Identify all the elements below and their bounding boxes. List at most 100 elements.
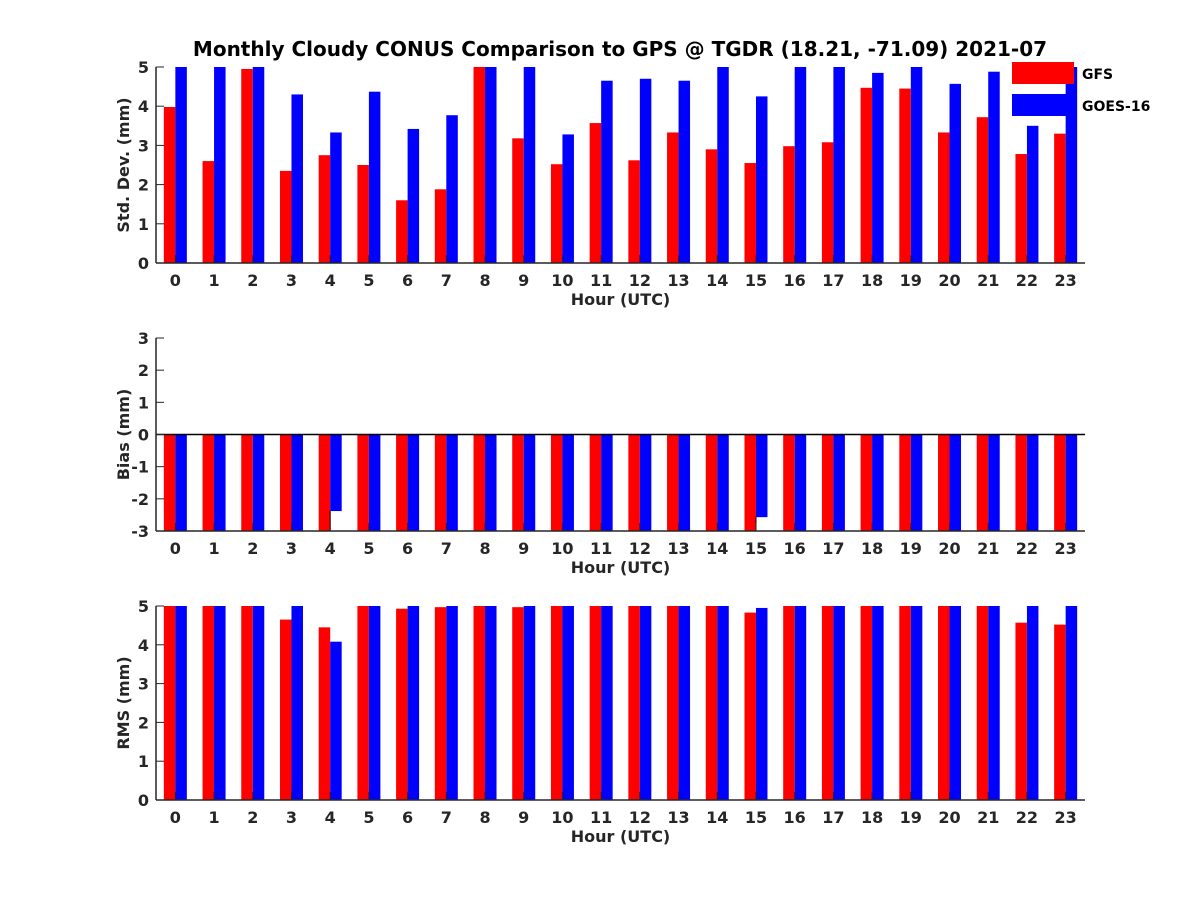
bar-3-goes-16-7 [446, 606, 458, 800]
bar-2-gfs-7 [434, 434, 447, 531]
bar-1-goes-16-13 [678, 80, 691, 263]
bar-1-goes-16-16 [794, 67, 807, 263]
y-axis-label-3: RMS (mm) [114, 656, 133, 749]
x-tick-label-1: 6 [402, 271, 413, 290]
x-tick-label-2: 19 [900, 539, 922, 558]
bar-3-goes-16-16 [794, 606, 807, 800]
bar-3-gfs-3 [279, 619, 292, 800]
bar-1-gfs-15 [744, 163, 756, 263]
x-tick-label-2: 21 [977, 539, 999, 558]
bar-1-goes-16-5 [368, 91, 381, 263]
chart-title: Monthly Cloudy CONUS Comparison to GPS @… [193, 37, 1047, 61]
bar-2-goes-16-12 [639, 434, 652, 531]
x-tick-label-1: 22 [1016, 271, 1038, 290]
bar-1-gfs-5 [357, 165, 369, 263]
x-tick-label-1: 17 [822, 271, 844, 290]
x-tick-label-3: 17 [822, 808, 844, 827]
bar-3-gfs-12 [628, 606, 640, 800]
x-axis-label-2: Hour (UTC) [571, 558, 671, 577]
bar-2-gfs-22 [1015, 434, 1027, 531]
bar-3-gfs-4 [318, 627, 331, 800]
x-tick-label-2: 22 [1016, 539, 1038, 558]
bar-3-goes-16-14 [717, 606, 729, 800]
y-tick-label-2: 0 [138, 426, 149, 445]
bar-3-goes-16-21 [988, 606, 1000, 800]
bar-2-gfs-20 [938, 434, 950, 531]
bar-3-goes-16-17 [833, 606, 845, 800]
bar-2-gfs-9 [512, 434, 524, 531]
bar-2-goes-16-6 [407, 434, 420, 531]
x-tick-label-1: 18 [861, 271, 883, 290]
bar-2-gfs-2 [241, 434, 253, 531]
bar-3-goes-16-9 [523, 606, 536, 800]
bar-1-gfs-8 [473, 67, 486, 263]
y-tick-label-3: 3 [138, 675, 149, 694]
bar-3-goes-16-13 [678, 606, 691, 800]
bar-2-goes-16-17 [833, 434, 845, 531]
y-tick-label-3: 4 [138, 636, 149, 655]
x-tick-label-1: 1 [208, 271, 219, 290]
bar-2-goes-16-1 [214, 434, 226, 531]
x-tick-label-3: 18 [861, 808, 883, 827]
y-tick-label-3: 1 [138, 752, 149, 771]
bar-1-goes-16-19 [910, 67, 923, 263]
bar-2-goes-16-7 [446, 434, 458, 531]
bar-3-gfs-21 [976, 606, 989, 800]
bar-2-goes-16-2 [252, 434, 265, 531]
y-tick-label-3: 2 [138, 713, 149, 732]
bar-3-goes-16-23 [1065, 606, 1078, 800]
bar-1-goes-16-20 [949, 83, 962, 263]
x-tick-label-1: 5 [363, 271, 374, 290]
bar-3-gfs-20 [938, 606, 950, 800]
bar-3-goes-16-5 [368, 606, 381, 800]
bar-1-gfs-2 [241, 68, 253, 264]
x-tick-label-3: 11 [590, 808, 612, 827]
bar-3-gfs-11 [589, 606, 602, 800]
bar-3-goes-16-4 [330, 641, 342, 800]
x-tick-label-2: 16 [784, 539, 806, 558]
x-axis-label-3: Hour (UTC) [571, 827, 671, 846]
bar-1-gfs-23 [1054, 133, 1066, 263]
bar-2-goes-16-11 [601, 434, 613, 531]
bar-1-gfs-17 [821, 142, 834, 263]
bar-1-goes-16-11 [601, 80, 613, 263]
bar-1-gfs-11 [589, 123, 602, 263]
bar-2-gfs-4 [318, 434, 331, 531]
bar-1-gfs-14 [705, 149, 718, 263]
bar-3-goes-16-10 [562, 606, 574, 800]
x-tick-label-1: 11 [590, 271, 612, 290]
bar-2-goes-16-23 [1065, 434, 1078, 531]
x-tick-label-2: 8 [479, 539, 490, 558]
x-tick-label-1: 3 [286, 271, 297, 290]
bar-1-gfs-21 [976, 117, 989, 264]
x-tick-label-3: 2 [247, 808, 258, 827]
bar-3-goes-16-19 [910, 606, 923, 800]
bar-3-gfs-10 [550, 606, 563, 800]
bar-1-goes-16-0 [175, 67, 187, 263]
y-tick-label-2: -2 [131, 490, 149, 509]
bar-1-gfs-22 [1015, 154, 1027, 263]
bar-1-goes-16-4 [330, 132, 342, 263]
bar-1-gfs-1 [202, 161, 215, 263]
x-tick-label-2: 3 [286, 539, 297, 558]
bar-1-gfs-4 [318, 155, 331, 263]
legend-swatch-goes-16 [1012, 94, 1074, 116]
x-tick-label-1: 16 [784, 271, 806, 290]
bar-3-goes-16-3 [291, 606, 303, 800]
x-tick-label-3: 6 [402, 808, 413, 827]
x-tick-label-2: 17 [822, 539, 844, 558]
bar-2-gfs-16 [783, 434, 795, 531]
bar-3-goes-16-8 [485, 606, 497, 800]
x-tick-label-2: 7 [441, 539, 452, 558]
x-tick-label-3: 9 [518, 808, 529, 827]
bar-1-gfs-19 [899, 88, 911, 263]
x-tick-label-2: 4 [325, 539, 336, 558]
y-tick-label-2: -3 [131, 522, 149, 541]
x-tick-label-3: 8 [479, 808, 490, 827]
x-tick-label-3: 20 [938, 808, 960, 827]
x-tick-label-3: 10 [551, 808, 573, 827]
bar-1-goes-16-15 [755, 96, 768, 264]
bar-2-gfs-12 [628, 434, 640, 531]
bar-1-goes-16-17 [833, 67, 845, 263]
x-tick-label-1: 2 [247, 271, 258, 290]
